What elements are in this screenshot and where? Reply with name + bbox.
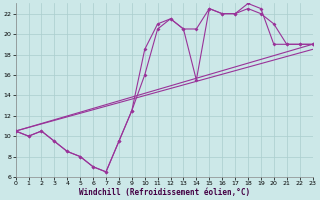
- X-axis label: Windchill (Refroidissement éolien,°C): Windchill (Refroidissement éolien,°C): [78, 188, 250, 197]
